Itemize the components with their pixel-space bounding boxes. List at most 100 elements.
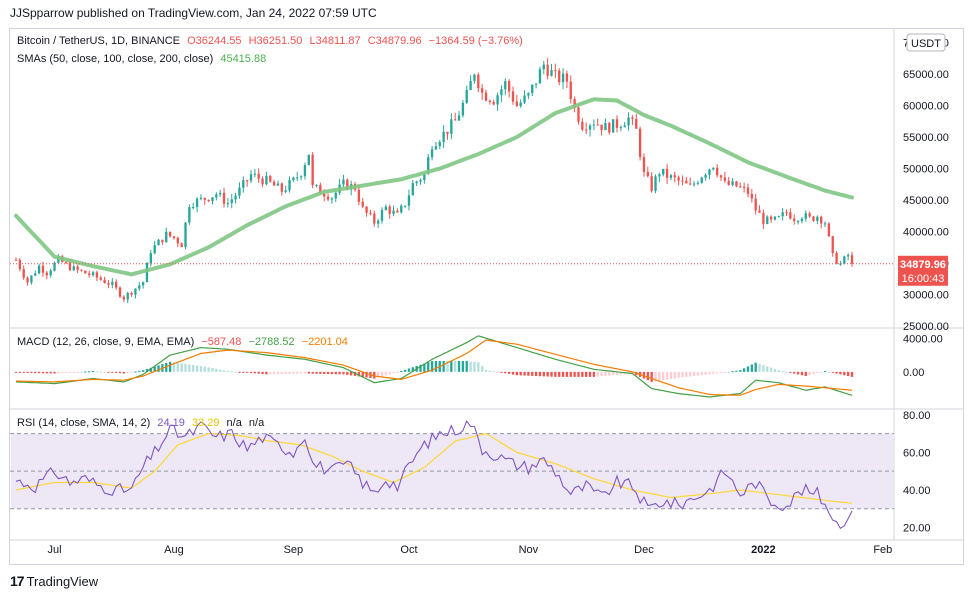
candle xyxy=(631,117,634,119)
candle xyxy=(99,277,102,280)
candle xyxy=(234,195,237,200)
candle xyxy=(831,236,834,253)
macd-histogram-bar xyxy=(650,371,653,382)
macd-histogram-bar xyxy=(99,371,102,373)
macd-histogram-bar xyxy=(434,360,438,372)
candle xyxy=(492,101,495,105)
macd-histogram-bar xyxy=(762,365,765,372)
symbol-title[interactable]: Bitcoin / TetherUS, 1D, BINANCE xyxy=(17,35,181,47)
candle xyxy=(126,292,129,300)
macd-histogram-bar xyxy=(665,371,669,380)
candle xyxy=(581,121,584,130)
candle xyxy=(604,123,607,131)
candle xyxy=(292,177,295,181)
macd-histogram-bar xyxy=(269,371,272,375)
candle xyxy=(673,175,676,178)
candle xyxy=(800,218,804,222)
macd-histogram-bar xyxy=(138,370,141,372)
rsi-label[interactable]: RSI (14, close, SMA, 14, 2) xyxy=(17,417,151,429)
candle xyxy=(303,165,307,177)
macd-histogram-bar xyxy=(292,371,295,374)
candle xyxy=(396,210,399,213)
candle xyxy=(742,186,746,188)
candle xyxy=(157,239,160,246)
candle xyxy=(118,287,122,297)
macd-histogram-bar xyxy=(646,371,649,381)
macd-histogram-bar xyxy=(296,371,299,374)
macd-histogram-bar xyxy=(257,371,260,374)
candle xyxy=(384,206,388,211)
currency-button[interactable] xyxy=(906,33,946,52)
macd-histogram-bar xyxy=(149,367,153,372)
candle xyxy=(708,169,711,175)
candle xyxy=(689,183,692,185)
candle xyxy=(619,127,623,129)
candle xyxy=(569,81,572,100)
rsi-tick-label: 20.00 xyxy=(903,523,931,535)
macd-histogram-bar xyxy=(323,371,326,374)
candle xyxy=(781,212,784,217)
macd-histogram-bar xyxy=(72,371,75,373)
macd-histogram-bar xyxy=(534,371,538,377)
candle xyxy=(577,107,580,122)
macd-histogram-bar xyxy=(384,371,388,376)
macd-histogram-bar xyxy=(558,371,561,377)
candle xyxy=(685,180,688,184)
candle xyxy=(41,265,45,273)
candle xyxy=(111,281,114,285)
macd-histogram-bar xyxy=(303,371,307,374)
candle xyxy=(542,64,545,70)
candle xyxy=(773,216,777,220)
macd-histogram-bar xyxy=(820,371,823,373)
macd-histogram-bar xyxy=(812,371,815,375)
macd-histogram-bar xyxy=(585,371,588,377)
candle xyxy=(650,176,653,191)
macd-histogram-bar xyxy=(376,371,380,378)
macd-histogram-bar xyxy=(692,371,696,377)
macd-label[interactable]: MACD (12, 26, close, 9, EMA, EMA) xyxy=(17,336,195,348)
candle xyxy=(719,175,723,178)
candle xyxy=(330,198,334,200)
macd-histogram-bar xyxy=(750,364,753,372)
candle xyxy=(823,223,827,225)
sma-label[interactable]: SMAs (50, close, 100, close, 200, close) xyxy=(17,53,214,65)
candle xyxy=(534,83,538,85)
macd-histogram-bar xyxy=(134,371,137,373)
macd-histogram-bar xyxy=(411,367,414,372)
candle xyxy=(434,146,438,150)
macd-histogram-bar xyxy=(480,366,484,372)
macd-histogram-bar xyxy=(272,371,276,375)
candle xyxy=(638,128,642,158)
candle xyxy=(681,180,684,182)
macd-histogram-bar xyxy=(199,365,203,372)
macd-histogram-bar xyxy=(781,371,784,373)
candle xyxy=(153,245,156,254)
macd-histogram-bar xyxy=(288,371,291,374)
candle xyxy=(511,91,515,102)
candle xyxy=(280,183,283,192)
macd-histogram-bar xyxy=(172,362,176,372)
candle xyxy=(95,272,99,278)
time-tick-label: Oct xyxy=(400,544,417,556)
macd-histogram-bar xyxy=(350,371,353,376)
candle xyxy=(130,292,133,295)
macd-histogram-bar xyxy=(392,371,395,374)
candle xyxy=(754,198,757,211)
macd-histogram-bar xyxy=(739,370,742,372)
macd-histogram-bar xyxy=(311,371,314,374)
candle xyxy=(14,259,18,261)
macd-histogram-bar xyxy=(30,371,33,374)
macd-histogram-bar xyxy=(315,371,318,374)
macd-histogram-bar xyxy=(34,371,37,374)
macd-histogram-bar xyxy=(403,369,407,372)
candle xyxy=(168,231,172,237)
macd-histogram-bar xyxy=(357,371,361,377)
macd-histogram-bar xyxy=(581,371,584,377)
tradingview-logo[interactable]: 17 TradingView xyxy=(10,573,98,589)
macd-histogram-bar xyxy=(704,371,707,375)
candle xyxy=(777,216,780,218)
candle xyxy=(700,177,703,183)
candle xyxy=(654,176,657,191)
candle xyxy=(793,218,796,222)
